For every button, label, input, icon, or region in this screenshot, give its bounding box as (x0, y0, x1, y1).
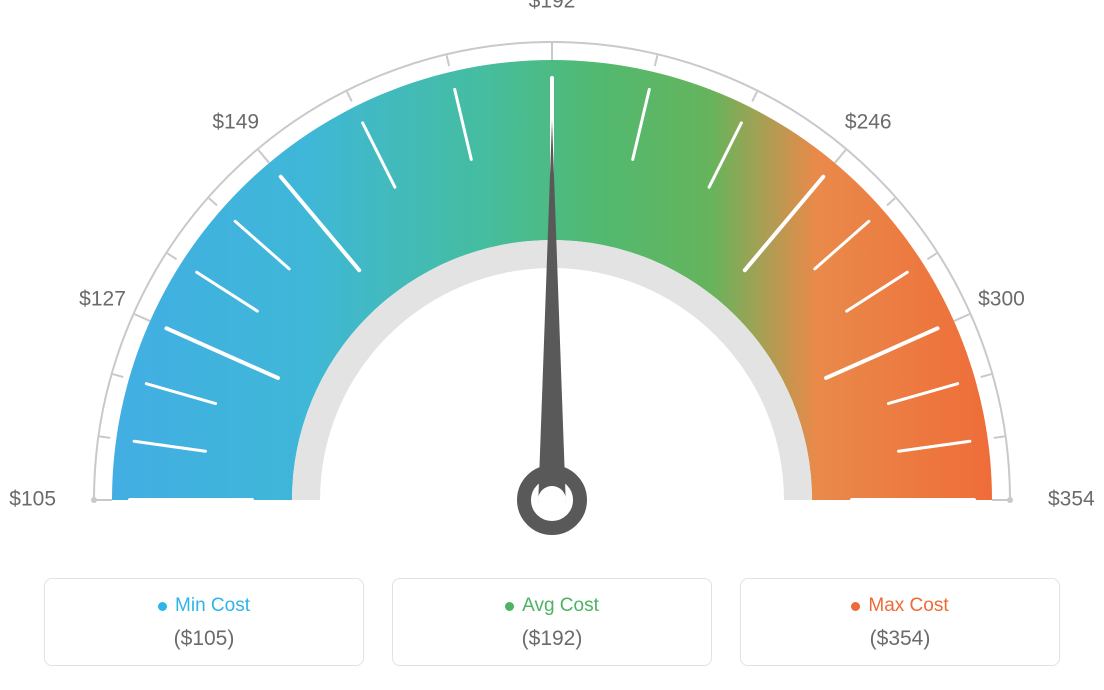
legend-card-min: Min Cost ($105) (44, 578, 364, 666)
legend-dot-max (851, 602, 860, 611)
gauge-tick-label: $246 (845, 111, 892, 134)
cost-gauge: $105 $127 $149 $192 $246 $300 $354 (0, 0, 1104, 570)
legend-value-min: ($105) (57, 627, 351, 651)
legend-value-avg: ($192) (405, 627, 699, 651)
legend-card-max: Max Cost ($354) (740, 578, 1060, 666)
legend-label-avg: Avg Cost (522, 595, 599, 617)
legend-value-max: ($354) (753, 627, 1047, 651)
legend-title-avg: Avg Cost (505, 595, 599, 617)
gauge-tick-label: $127 (79, 287, 126, 310)
gauge-tick-label: $300 (978, 287, 1025, 310)
legend-card-avg: Avg Cost ($192) (392, 578, 712, 666)
gauge-tick-label: $105 (9, 488, 56, 511)
legend-title-min: Min Cost (158, 595, 250, 617)
legend-label-min: Min Cost (175, 595, 250, 617)
gauge-tick-label: $354 (1048, 488, 1095, 511)
legend-dot-min (158, 602, 167, 611)
legend-row: Min Cost ($105) Avg Cost ($192) Max Cost… (0, 578, 1104, 666)
gauge-tick-label: $192 (529, 0, 576, 13)
legend-title-max: Max Cost (851, 595, 948, 617)
legend-label-max: Max Cost (868, 595, 948, 617)
legend-dot-avg (505, 602, 514, 611)
gauge-svg: $105 $127 $149 $192 $246 $300 $354 (0, 0, 1104, 570)
gauge-tick-label: $149 (212, 111, 259, 134)
